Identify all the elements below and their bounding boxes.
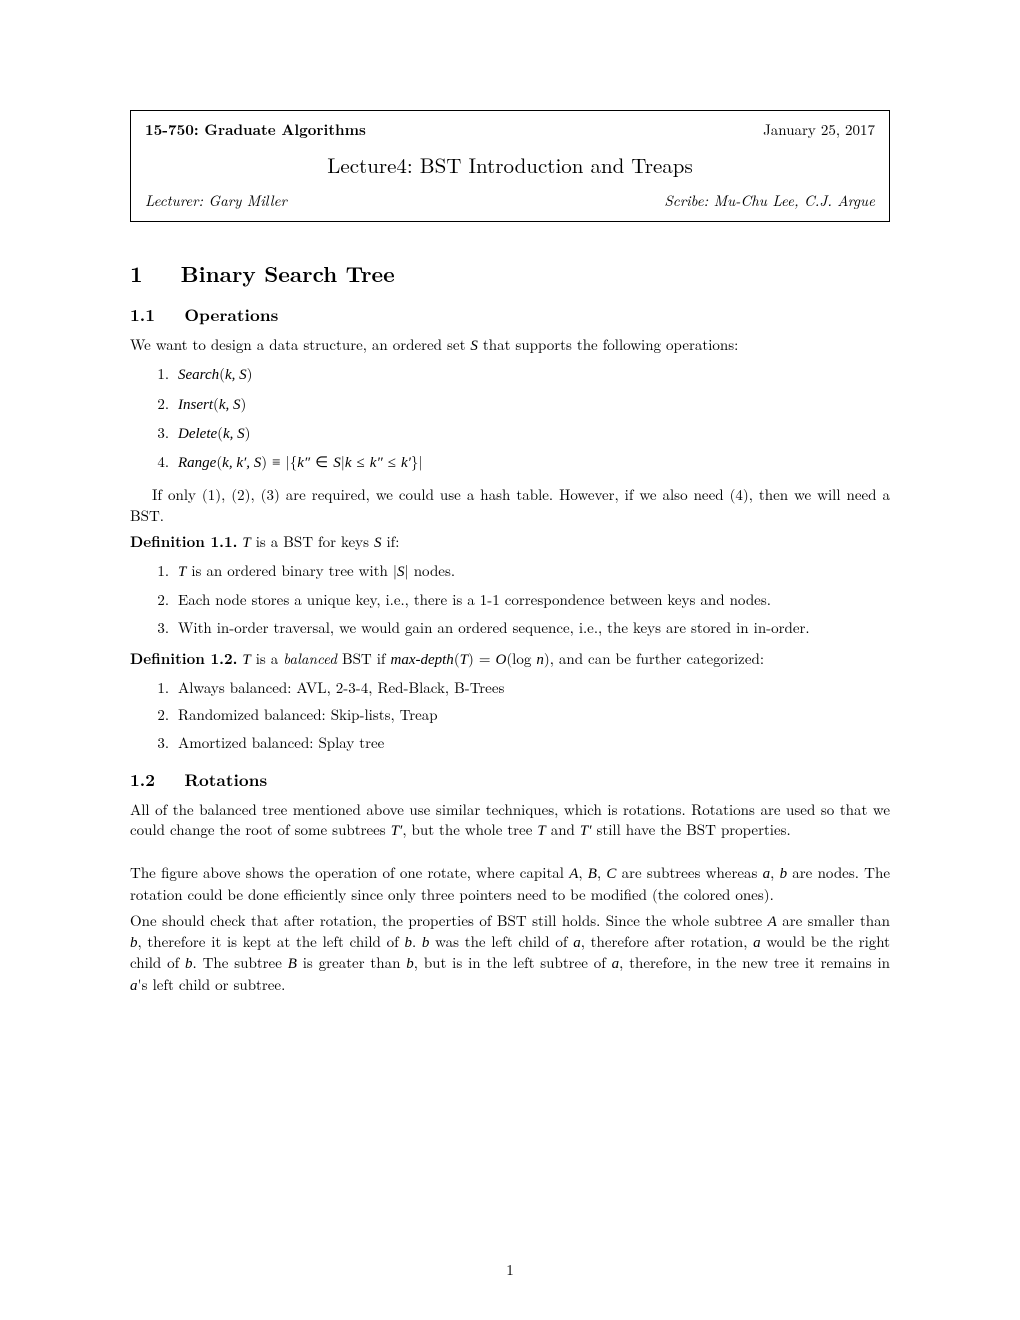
subsection-number: 1.2 — [130, 768, 155, 792]
rotations-p2: The figure above shows the operation of … — [130, 863, 890, 905]
scribe: Scribe: Mu-Chu Lee, C.J. Argue — [664, 190, 875, 211]
lecture-date: January 25, 2017 — [763, 119, 875, 140]
rotations-p3: One should check that after rotation, th… — [130, 911, 890, 996]
list-item: Delete(k, S) — [174, 421, 890, 446]
list-item: T is an ordered binary tree with |S| nod… — [174, 559, 890, 584]
operations-after: If only (1), (2), (3) are required, we c… — [130, 485, 890, 526]
header-box: 15-750: Graduate Algorithms January 25, … — [130, 110, 890, 222]
header-top-row: 15-750: Graduate Algorithms January 25, … — [145, 119, 875, 140]
definition-label: Definition 1.2. — [130, 648, 237, 669]
page-number: 1 — [0, 1259, 1020, 1280]
operations-list: Search(k, S) Insert(k, S) Delete(k, S) R… — [130, 362, 890, 475]
subsection-heading: 1.2 Rotations — [130, 768, 890, 792]
rotations-p1: All of the balanced tree mentioned above… — [130, 800, 890, 842]
section-number: 1 — [130, 258, 143, 289]
course-code: 15-750: Graduate Algorithms — [145, 119, 366, 140]
definition-12: Definition 1.2. T is a balanced BST if m… — [130, 649, 890, 670]
balanced-term: balanced — [283, 648, 337, 669]
list-item: Insert(k, S) — [174, 392, 890, 417]
list-item: Range(k, k′, S) ≡ |{k″ ∈ S|k ≤ k″ ≤ k′}| — [174, 450, 890, 475]
page: 15-750: Graduate Algorithms January 25, … — [0, 0, 1020, 1320]
header-bottom-row: Lecturer: Gary Miller Scribe: Mu-Chu Lee… — [145, 190, 875, 211]
list-item: Each node stores a unique key, i.e., the… — [174, 588, 890, 611]
list-item: Always balanced: AVL, 2-3-4, Red-Black, … — [174, 676, 890, 699]
subsection-number: 1.1 — [130, 303, 155, 327]
lecturer: Lecturer: Gary Miller — [145, 190, 287, 211]
def12-list: Always balanced: AVL, 2-3-4, Red-Black, … — [130, 676, 890, 754]
subsection-heading: 1.1 Operations — [130, 303, 890, 327]
operations-intro: We want to design a data structure, an o… — [130, 335, 890, 356]
subsection-title: Rotations — [184, 768, 267, 792]
def11-list: T is an ordered binary tree with |S| nod… — [130, 559, 890, 639]
list-item: Search(k, S) — [174, 362, 890, 387]
subsection-title: Operations — [184, 303, 278, 327]
section-heading: 1 Binary Search Tree — [130, 258, 890, 289]
list-item: Randomized balanced: Skip-lists, Treap — [174, 703, 890, 726]
section-title: Binary Search Tree — [181, 258, 395, 289]
definition-label: Definition 1.1. — [130, 531, 237, 552]
definition-11: Definition 1.1. T is a BST for keys S if… — [130, 532, 890, 553]
list-item: With in-order traversal, we would gain a… — [174, 616, 890, 639]
list-item: Amortized balanced: Splay tree — [174, 731, 890, 754]
lecture-title: Lecture4: BST Introduction and Treaps — [145, 150, 875, 180]
